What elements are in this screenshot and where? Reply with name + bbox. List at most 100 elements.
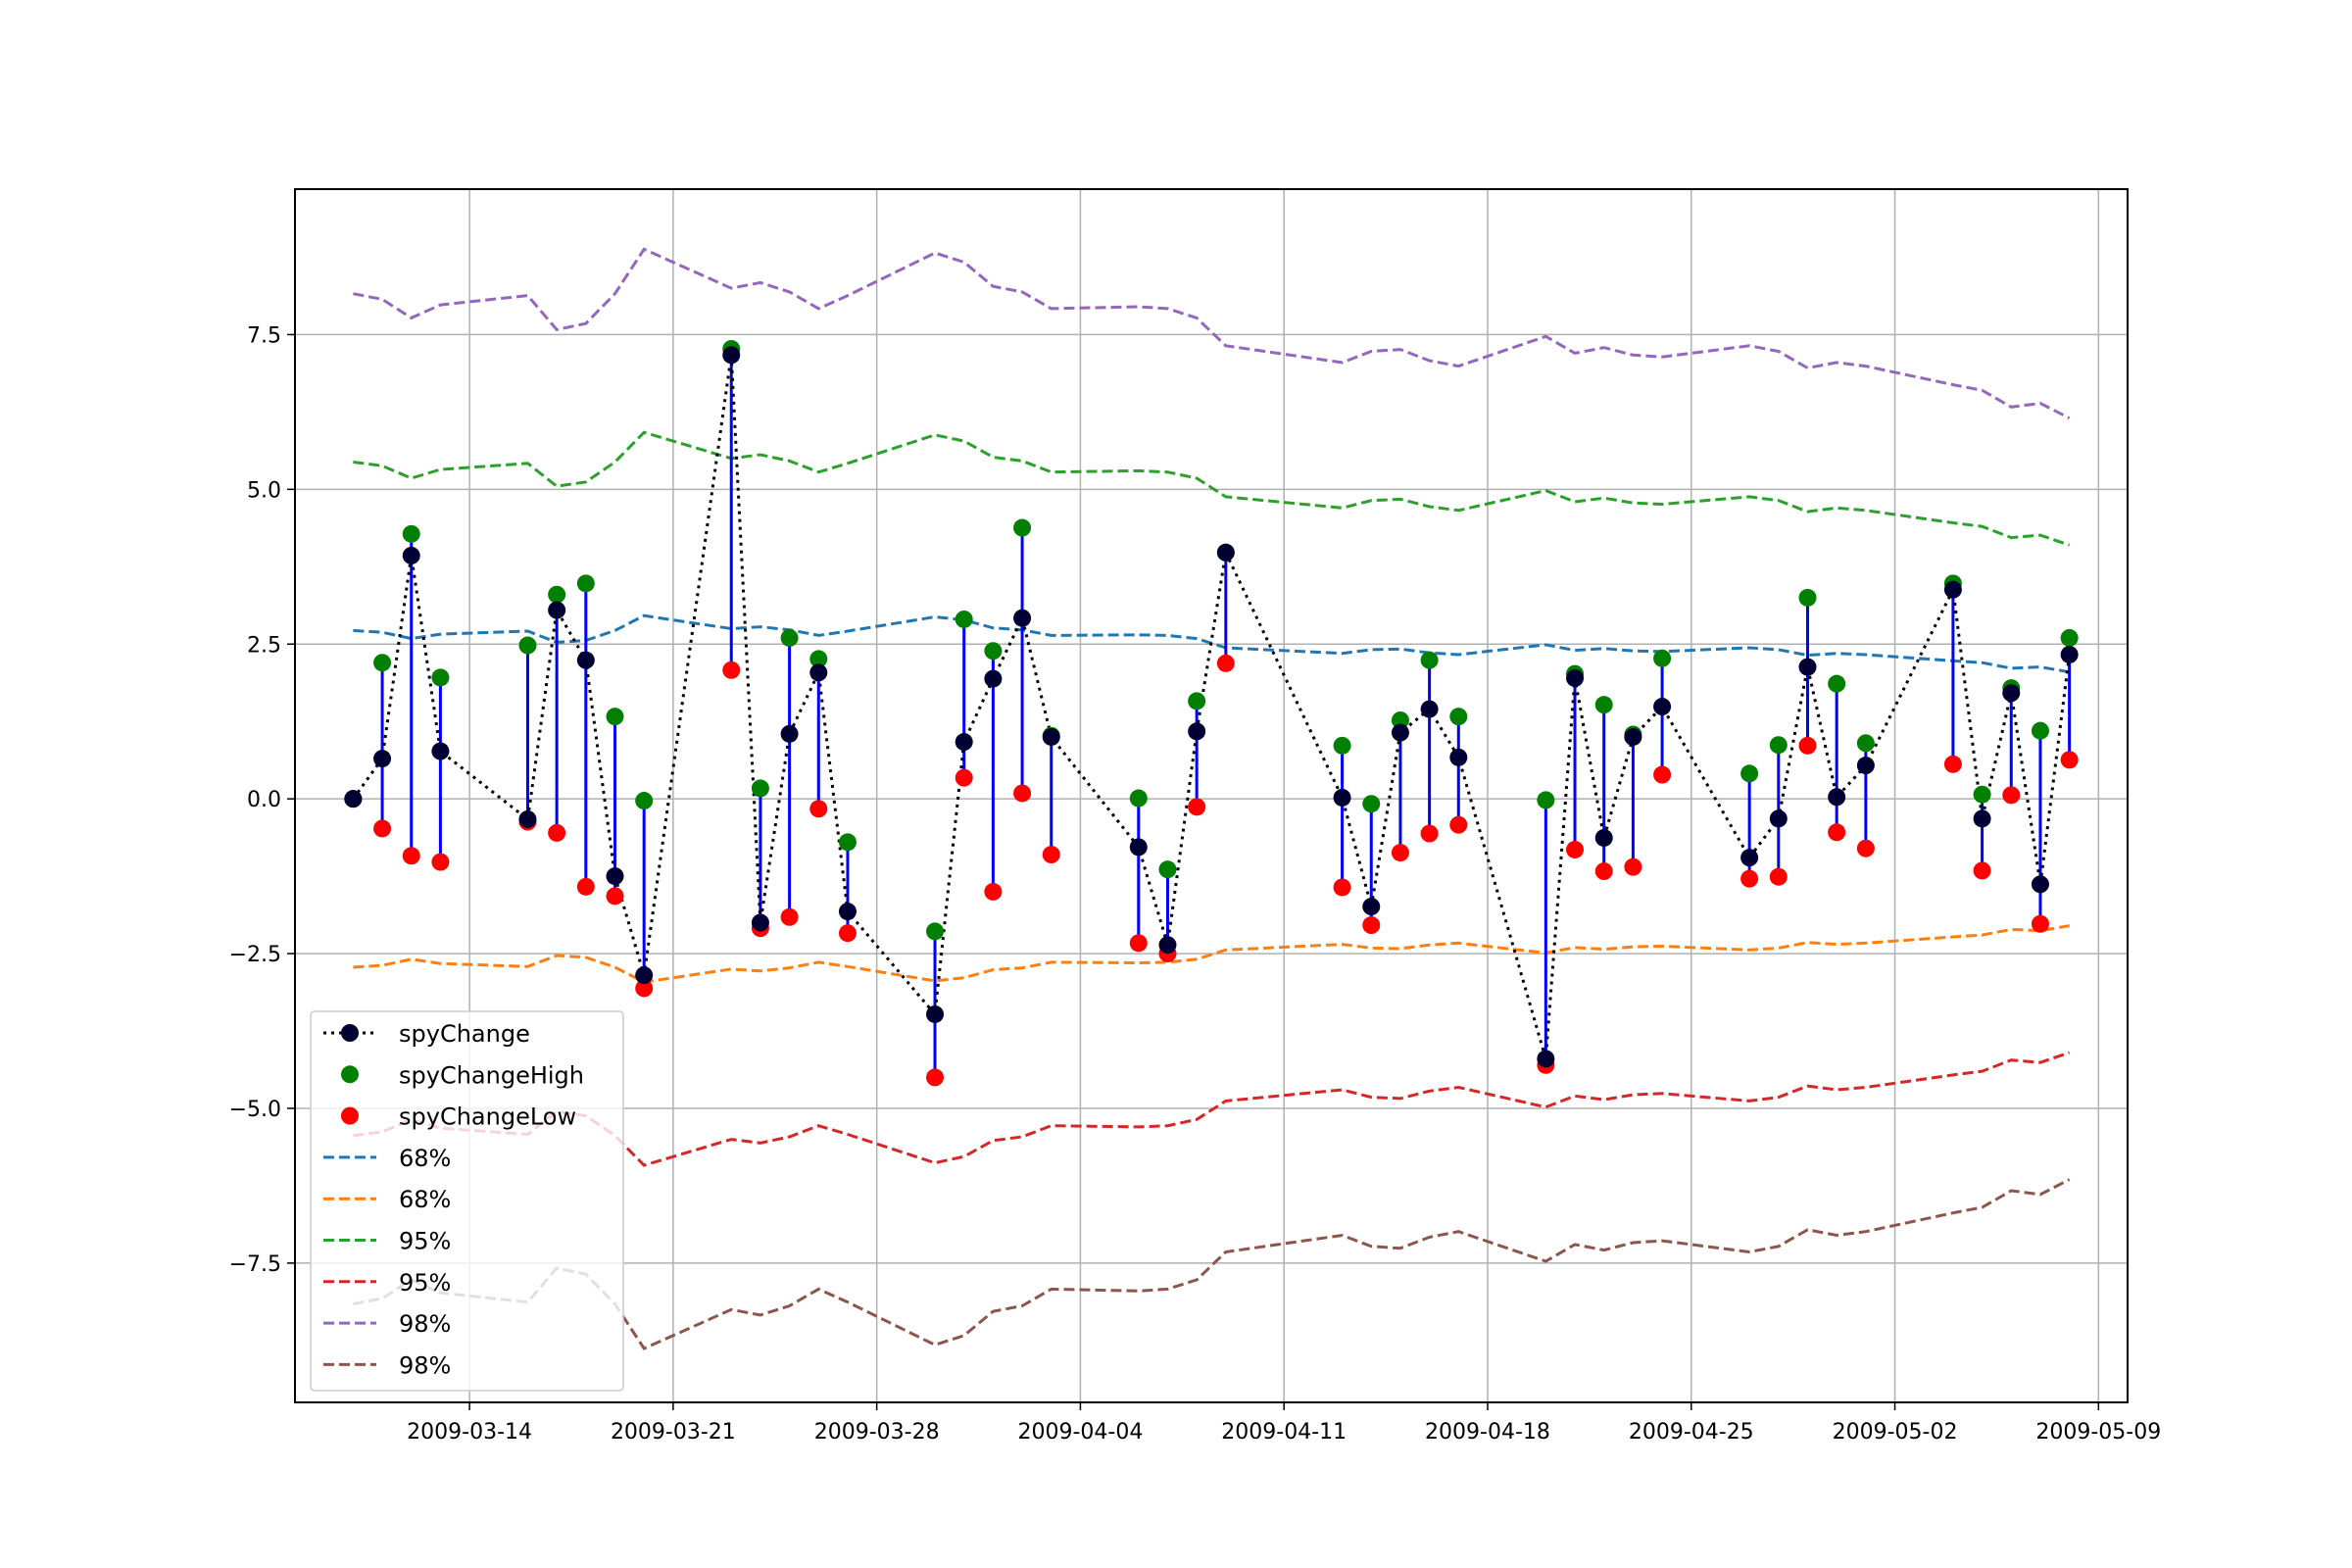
spychange-low-point: [984, 882, 1003, 901]
spychange-low-point: [1594, 862, 1613, 881]
y-tick-label: −7.5: [229, 1252, 281, 1277]
spychange-high-point: [1333, 736, 1351, 755]
spychange-point: [1798, 658, 1817, 676]
spychange-point: [1013, 609, 1032, 627]
spychange-point: [1943, 580, 1962, 599]
spychange-high-point: [1653, 649, 1672, 667]
x-tick-label: 2009-05-02: [1833, 1420, 1958, 1445]
spychange-low-point: [606, 887, 624, 906]
spychange-low-point: [576, 877, 595, 896]
spychange-high-point: [1158, 860, 1177, 879]
spychange-point: [984, 669, 1003, 688]
spychange-point: [955, 733, 973, 752]
spychange-low-point: [635, 979, 654, 998]
spychange-low-point: [1013, 784, 1032, 803]
spychange-point: [635, 966, 654, 985]
spychange-high-point: [518, 636, 537, 655]
spychange-low-point: [1362, 916, 1381, 935]
spychange-high-point: [1420, 651, 1439, 669]
spychange-low-point: [1129, 934, 1148, 953]
spychange-high-point: [2031, 721, 2049, 740]
band-line-4: [353, 924, 2070, 984]
band-line-5: [353, 430, 2071, 547]
spychange-point: [518, 810, 537, 829]
x-tick-label: 2009-04-11: [1221, 1420, 1347, 1445]
spychange-high-point: [1973, 785, 1991, 804]
spychange-point: [751, 913, 769, 932]
x-tick-label: 2009-04-18: [1425, 1420, 1550, 1445]
legend-label: 95%: [399, 1269, 451, 1297]
spychange-point: [1566, 668, 1585, 687]
legend-swatch-marker: [341, 1024, 359, 1042]
spychange-point: [431, 742, 450, 760]
legend-label: 68%: [399, 1186, 451, 1213]
legend-label: spyChangeHigh: [399, 1061, 584, 1089]
legend-label: 98%: [399, 1351, 451, 1379]
x-axis-ticks: 2009-03-14 2009-03-21 2009-03-28 2009-04-04…: [407, 1402, 2161, 1445]
spychange-high-point: [1856, 734, 1875, 753]
spychange-low-point: [2031, 914, 2049, 933]
spychange-low-point: [1943, 755, 1962, 773]
spychange-point: [1188, 722, 1206, 741]
spychange-point: [926, 1004, 945, 1023]
y-axis-ticks: −7.5 −5.0 −2.5 0.0 2.5 5.0 7.5: [229, 323, 295, 1277]
spychange-high-point: [1769, 736, 1788, 755]
spychange-high-point: [1391, 710, 1409, 729]
spychange-high-point: [1188, 692, 1206, 710]
spychange-point: [1129, 838, 1148, 857]
spychange-low-point: [780, 907, 799, 926]
y-tick-label: 2.5: [247, 633, 281, 658]
spychange-point: [373, 750, 392, 768]
spychange-low-point: [955, 768, 973, 787]
spychange-low-point: [1216, 654, 1235, 672]
spychange-point: [2002, 684, 2021, 703]
y-tick-label: 0.0: [247, 788, 281, 812]
spychange-high-point: [576, 574, 595, 593]
legend-label: spyChange: [399, 1020, 530, 1048]
band-line-3: [353, 613, 2070, 674]
spychange-high-point: [809, 650, 828, 668]
spychange-low-point: [1973, 861, 1991, 880]
legend-swatch-marker: [341, 1065, 359, 1084]
spychange-point: [1973, 809, 1991, 828]
spychange-point: [780, 724, 799, 743]
spychange-high-point: [984, 642, 1003, 661]
spychange-low-point: [926, 1068, 945, 1087]
spychange-point: [838, 903, 857, 921]
spychange-high-point: [402, 524, 420, 543]
spychange-low-point: [402, 847, 420, 865]
spychange-high-point: [780, 628, 799, 647]
spychange-high-point: [548, 585, 566, 604]
x-tick-label: 2009-03-14: [407, 1420, 532, 1445]
spychange-low-point: [431, 853, 450, 871]
spychange-high-point: [1798, 588, 1817, 607]
spychange-high-point: [1013, 518, 1032, 537]
spychange-point: [1537, 1050, 1555, 1068]
spychange-point: [1653, 698, 1672, 716]
high-low-range-bars: [380, 348, 2072, 1078]
legend-swatch-marker: [341, 1106, 359, 1125]
y-tick-label: 7.5: [247, 323, 281, 348]
spychange-low-point: [1188, 798, 1206, 816]
y-tick-label: 5.0: [247, 478, 281, 503]
spychange-point: [1740, 849, 1759, 867]
spychange-low-point: [1391, 844, 1409, 862]
spychange-low-point: [1566, 840, 1585, 858]
spychange-high-point: [838, 833, 857, 852]
spychange-low-point: [1333, 878, 1351, 897]
spychange-point: [809, 663, 828, 682]
spychange-high-point: [373, 654, 392, 672]
spychange-high-point: [606, 708, 624, 726]
spychange-high-point: [955, 610, 973, 628]
spychange-low-point: [1042, 846, 1060, 864]
y-tick-label: −5.0: [229, 1098, 281, 1122]
spychange-point: [1042, 727, 1060, 746]
spychange-high-point: [1828, 674, 1846, 693]
spychange-point: [576, 651, 595, 669]
legend: spyChange spyChangeHigh spyChangeLow 68% 68%…: [310, 1010, 624, 1392]
band-line-6: [353, 1051, 2071, 1167]
spychange-high-point: [1740, 764, 1759, 783]
spychange-high-point: [1537, 791, 1555, 809]
band-line-7: [353, 247, 2071, 420]
